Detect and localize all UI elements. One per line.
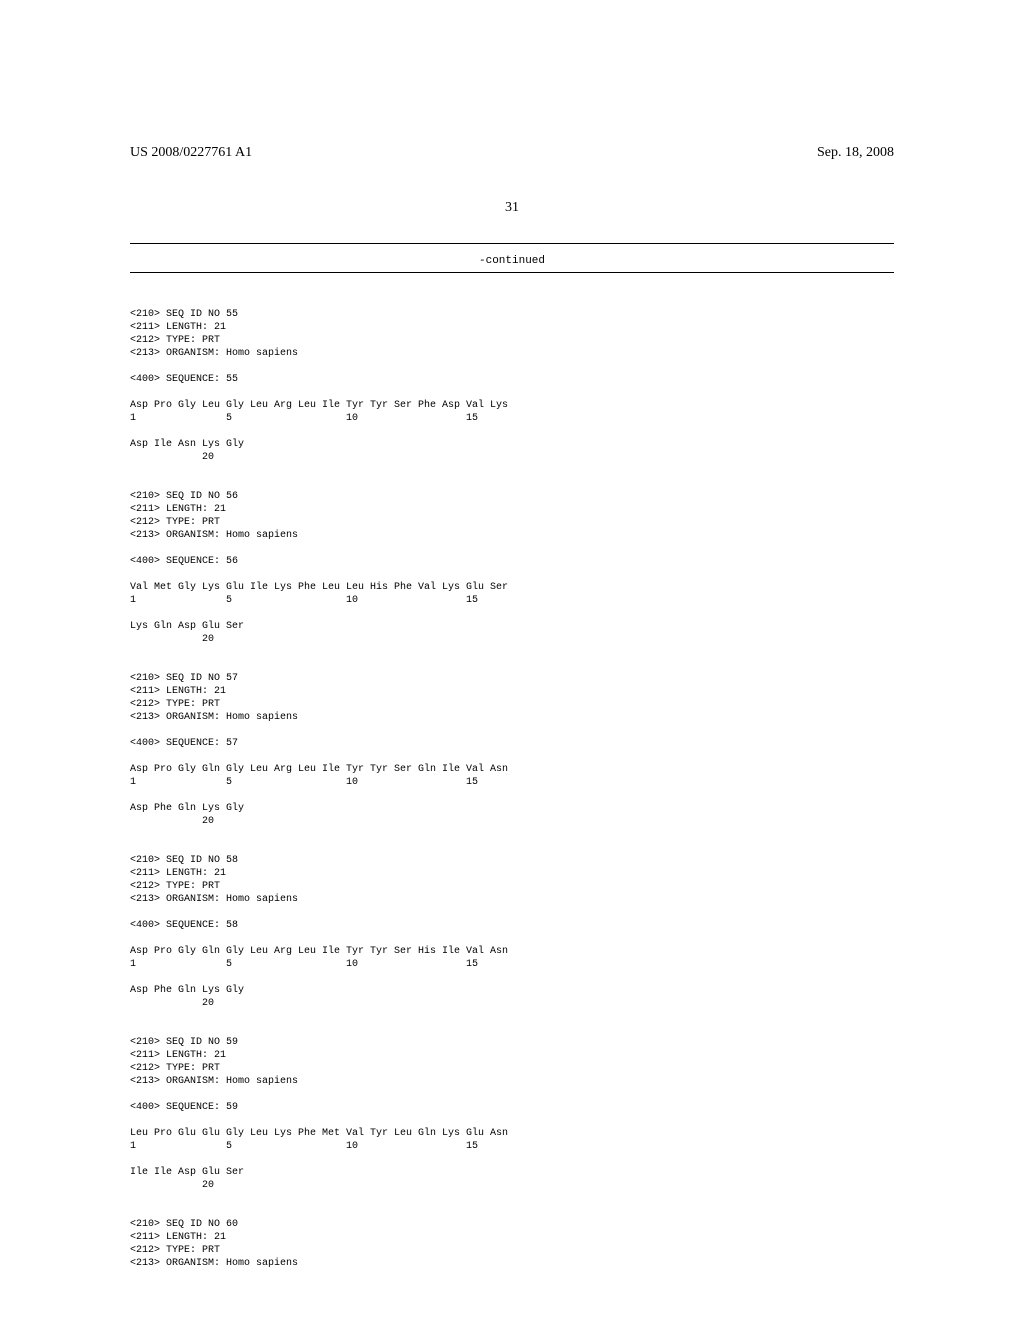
continued-label: -continued bbox=[479, 255, 545, 267]
divider-bottom bbox=[130, 272, 894, 273]
publication-number: US 2008/0227761 A1 bbox=[130, 145, 252, 161]
publication-date: Sep. 18, 2008 bbox=[817, 145, 894, 161]
page-header: US 2008/0227761 A1 Sep. 18, 2008 bbox=[0, 145, 1024, 161]
sequence-listing: <210> SEQ ID NO 55 <211> LENGTH: 21 <212… bbox=[130, 295, 894, 1283]
divider-top bbox=[130, 243, 894, 244]
page-number: 31 bbox=[505, 200, 519, 216]
